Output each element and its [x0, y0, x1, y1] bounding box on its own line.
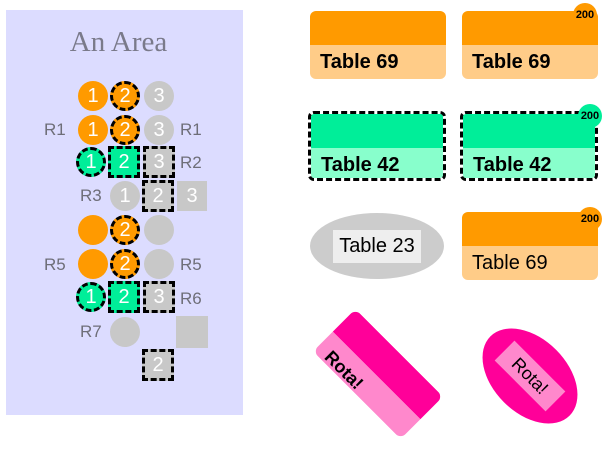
- seat[interactable]: 2: [110, 215, 140, 245]
- table-69-regular[interactable]: Table 69: [462, 212, 598, 280]
- row-label-right: R5: [180, 255, 202, 274]
- seat[interactable]: [78, 215, 108, 245]
- seat[interactable]: 1: [76, 282, 106, 312]
- seat[interactable]: 1: [78, 81, 108, 111]
- seat[interactable]: 2: [110, 115, 140, 145]
- table-23-ellipse[interactable]: Table 23: [310, 213, 444, 279]
- seat[interactable]: 3: [144, 115, 174, 145]
- table-69[interactable]: Table 69: [310, 11, 446, 79]
- seat[interactable]: 2: [142, 180, 174, 212]
- capacity-badge: 200: [578, 207, 602, 231]
- seat[interactable]: 2: [142, 349, 174, 381]
- seat[interactable]: 3: [143, 146, 175, 178]
- seat[interactable]: [78, 249, 108, 279]
- seat[interactable]: 3: [144, 81, 174, 111]
- table-42-selected-with-badge[interactable]: Table 42: [460, 111, 598, 181]
- seat[interactable]: 1: [76, 147, 106, 177]
- capacity-badge: 200: [573, 3, 597, 27]
- row-label-right: R1: [180, 120, 202, 139]
- seating-area: An Area: [6, 10, 243, 415]
- table-42-selected[interactable]: Table 42: [308, 111, 446, 181]
- row-label-left: R7: [80, 322, 102, 341]
- row-label-left: R5: [44, 255, 66, 274]
- row-label-left: R1: [44, 120, 66, 139]
- seat[interactable]: 2: [110, 81, 140, 111]
- seat[interactable]: [110, 317, 140, 347]
- seat[interactable]: 1: [110, 181, 140, 211]
- capacity-badge: 200: [578, 104, 602, 128]
- seat[interactable]: [176, 316, 208, 348]
- table-label: Table 23: [333, 229, 421, 263]
- seat[interactable]: [144, 215, 174, 245]
- seat[interactable]: 1: [78, 115, 108, 145]
- table-label: Table 69: [462, 246, 598, 280]
- seat[interactable]: 2: [108, 146, 140, 178]
- table-label: Table 69: [462, 45, 598, 79]
- seat[interactable]: [144, 249, 174, 279]
- row-label-right: R6: [180, 289, 202, 308]
- area-title: An Area: [69, 26, 168, 58]
- seat[interactable]: 3: [143, 281, 175, 313]
- table-label: Table 42: [463, 148, 595, 178]
- table-label: Table 42: [311, 148, 443, 178]
- seat[interactable]: 2: [110, 249, 140, 279]
- seat[interactable]: 2: [108, 281, 140, 313]
- row-label-left: R3: [80, 186, 102, 205]
- row-label-right: R2: [180, 153, 202, 172]
- seat[interactable]: 3: [177, 181, 207, 211]
- table-label: Table 69: [310, 45, 446, 79]
